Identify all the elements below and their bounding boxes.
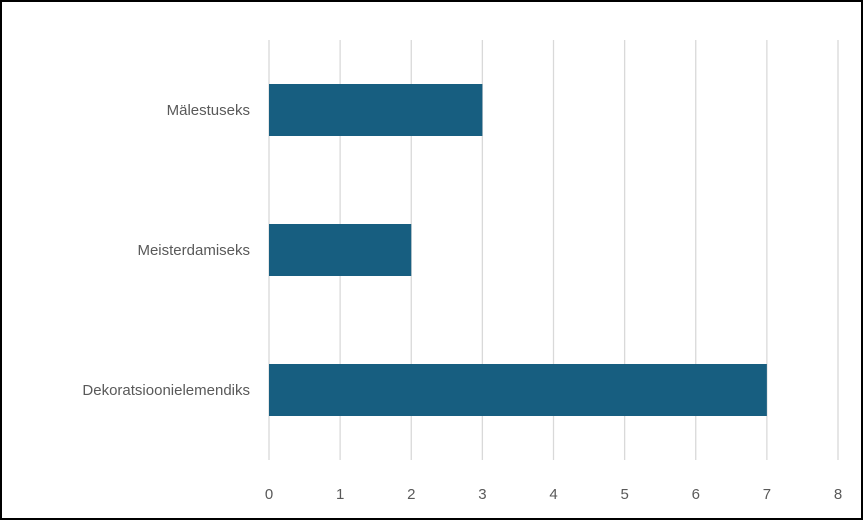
bar-meisterdamiseks (269, 224, 412, 276)
x-tick-label: 3 (478, 486, 486, 503)
y-axis-categories: Mälestuseks Meisterdamiseks Dekoratsioonie… (82, 102, 250, 399)
bar-mälestuseks (269, 84, 483, 136)
x-tick-label: 5 (620, 486, 628, 503)
x-tick-label: 6 (692, 486, 700, 503)
x-tick-label: 8 (834, 486, 842, 503)
category-label: Dekoratsioonielemendiks (82, 382, 250, 399)
category-label: Mälestuseks (167, 102, 250, 119)
x-tick-label: 2 (407, 486, 415, 503)
bars (269, 84, 767, 416)
x-tick-label: 4 (549, 486, 557, 503)
x-tick-label: 7 (763, 486, 771, 503)
bar-dekoratsioonielemendiks (269, 364, 767, 416)
category-label: Meisterdamiseks (137, 242, 250, 259)
x-tick-label: 0 (265, 486, 273, 503)
x-axis-ticks: 0 1 2 3 4 5 6 7 8 (265, 486, 842, 503)
x-tick-label: 1 (336, 486, 344, 503)
